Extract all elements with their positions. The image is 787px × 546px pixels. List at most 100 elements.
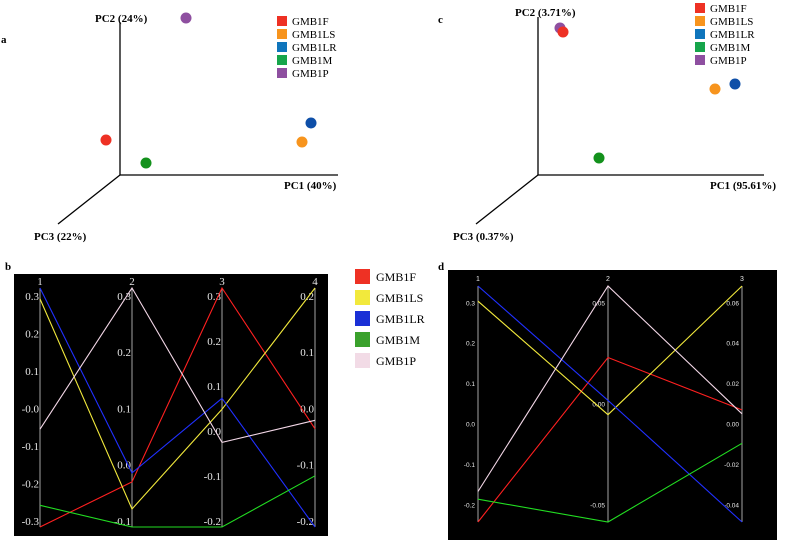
axis-tick-label-d-3: 0.00: [726, 421, 739, 428]
axis-tick-label-b-3: -0.2: [204, 516, 221, 528]
axis-label-pc2-c: PC2 (3.71%): [515, 7, 576, 19]
axis-tick-label-b-3: 0.2: [207, 336, 221, 348]
axis-tick-label-b-1: -0.3: [22, 516, 40, 528]
axis-tick-label-b-2: 0.2: [117, 347, 131, 359]
axis-tick-label-d-3: -0.04: [724, 502, 739, 509]
legend-label-gmb1ls-c: GMB1LS: [710, 16, 753, 28]
point-gmb1lr-c: [729, 78, 741, 90]
panel-d: d 1 0.3 0.2 0.1 0.0 -0.1 -0.2 2 0.05 0.00 -0.05 3 0.…: [438, 261, 777, 540]
panel-c: c PC2 (3.71%) PC1 (95.61%) PC3 (0.37%) G…: [438, 3, 776, 243]
legend-swatch-gmb1m-c: [695, 42, 705, 52]
point-gmb1ls-c: [709, 83, 721, 95]
series-line-gmb1f-b: [39, 286, 316, 528]
parallel-plot-b: 1 0.3 0.2 0.1 -0.0 -0.1 -0.2 -0.3 2 0.3 0.2 0.1 0.0 -…: [22, 276, 319, 528]
axis-tick-label-d-3: 0.04: [726, 341, 739, 348]
legend-b: GMB1F GMB1LS GMB1LR GMB1M GMB1P: [355, 269, 425, 368]
panel-a: a PC2 (24%) PC1 (40%) PC3 (22%) GMB1F GM…: [1, 12, 338, 243]
legend-swatch-gmb1lr-a: [277, 42, 287, 52]
series-line-gmb1m-b: [39, 475, 316, 528]
series-line-gmb1lr-b: [39, 287, 316, 528]
axis-tick-label-b-1: 0.3: [25, 291, 39, 303]
parallel-plot-d: 1 0.3 0.2 0.1 0.0 -0.1 -0.2 2 0.05 0.00 -0.05 3 0.06…: [464, 276, 744, 523]
legend-label-gmb1ls-b: GMB1LS: [376, 291, 423, 305]
axis-category-label-d-1: 1: [476, 276, 480, 283]
legend-label-gmb1m-c: GMB1M: [710, 42, 751, 54]
legend-swatch-gmb1m-b: [355, 332, 370, 347]
axis-tick-label-d-2: 0.05: [592, 300, 605, 307]
axis-category-label-d-2: 2: [606, 276, 610, 283]
axis-tick-label-d-3: -0.02: [724, 462, 739, 469]
panel-label-c: c: [438, 14, 443, 26]
panel-label-a: a: [1, 34, 7, 46]
axis-pc3-a: [57, 174, 121, 225]
axis-tick-label-b-2: -0.1: [114, 516, 131, 528]
series-line-gmb1lr-d: [477, 285, 743, 523]
axis-pc3-c: [475, 174, 539, 225]
panel-label-b: b: [5, 261, 11, 273]
legend-swatch-gmb1ls-c: [695, 16, 705, 26]
axis-tick-label-b-1: -0.1: [22, 441, 39, 453]
point-gmb1f-a: [100, 134, 112, 146]
legend-label-gmb1p-c: GMB1P: [710, 55, 747, 67]
legend-swatch-gmb1f-a: [277, 16, 287, 26]
series-line-gmb1f-d: [477, 356, 743, 523]
legend-label-gmb1f-c: GMB1F: [710, 3, 747, 15]
series-line-gmb1ls-b: [39, 287, 316, 511]
legend-label-gmb1p-b: GMB1P: [376, 354, 416, 368]
axis-tick-label-b-1: -0.2: [22, 478, 39, 490]
point-gmb1p-a: [180, 12, 192, 24]
axis-label-pc2-a: PC2 (24%): [95, 13, 148, 25]
axis-tick-label-d-1: 0.3: [466, 300, 475, 307]
axis-tick-label-b-2: 0.1: [117, 403, 131, 415]
legend-swatch-gmb1p-c: [695, 55, 705, 65]
legend-label-gmb1m-b: GMB1M: [376, 333, 420, 347]
legend-label-gmb1lr-b: GMB1LR: [376, 312, 425, 326]
legend-swatch-gmb1ls-a: [277, 29, 287, 39]
axis-tick-label-b-3: 0.1: [207, 381, 221, 393]
legend-a: GMB1F GMB1LS GMB1LR GMB1M GMB1P: [277, 16, 337, 80]
panel-label-d: d: [438, 261, 444, 273]
axis-tick-label-d-1: 0.0: [466, 421, 475, 428]
point-gmb1m-a: [140, 157, 152, 169]
legend-swatch-gmb1m-a: [277, 55, 287, 65]
axis-tick-label-d-3: 0.06: [726, 300, 739, 307]
legend-label-gmb1ls-a: GMB1LS: [292, 29, 335, 41]
series-line-gmb1p-d: [477, 285, 743, 492]
point-gmb1f-c: [557, 26, 569, 38]
axis-tick-label-d-2: -0.05: [590, 502, 605, 509]
axis-tick-label-b-3: 0.0: [207, 426, 221, 438]
point-gmb1m-c: [593, 152, 605, 164]
point-gmb1lr-a: [305, 117, 317, 129]
axis-tick-label-b-1: 0.1: [25, 366, 39, 378]
axis-tick-label-d-2: 0.00: [592, 401, 605, 408]
axis-category-label-d-3: 3: [740, 276, 744, 283]
legend-swatch-gmb1f-c: [695, 3, 705, 13]
series-line-gmb1m-d: [477, 442, 743, 523]
axis-category-label-b-4: 4: [312, 276, 318, 288]
axis-tick-label-d-1: 0.1: [466, 381, 475, 388]
legend-label-gmb1p-a: GMB1P: [292, 68, 329, 80]
axis-tick-label-d-1: -0.2: [464, 502, 476, 509]
axis-category-label-b-2: 2: [129, 276, 135, 288]
legend-label-gmb1m-a: GMB1M: [292, 55, 333, 67]
axis-category-label-b-3: 3: [219, 276, 225, 288]
legend-label-gmb1f-b: GMB1F: [376, 270, 416, 284]
axis-tick-label-d-1: -0.1: [464, 462, 476, 469]
legend-swatch-gmb1p-b: [355, 353, 370, 368]
axis-label-pc3-c: PC3 (0.37%): [453, 231, 514, 243]
axis-category-label-b-1: 1: [37, 276, 43, 288]
legend-swatch-gmb1lr-c: [695, 29, 705, 39]
legend-label-gmb1lr-c: GMB1LR: [710, 29, 755, 41]
axis-tick-label-b-4: -0.1: [297, 460, 314, 472]
axis-label-pc1-c: PC1 (95.61%): [710, 180, 776, 192]
legend-label-gmb1lr-a: GMB1LR: [292, 42, 337, 54]
axis-tick-label-b-1: 0.2: [25, 328, 39, 340]
legend-swatch-gmb1p-a: [277, 68, 287, 78]
axis-label-pc1-a: PC1 (40%): [284, 180, 337, 192]
legend-c: GMB1F GMB1LS GMB1LR GMB1M GMB1P: [695, 3, 755, 67]
axis-tick-label-b-3: -0.1: [204, 471, 221, 483]
axis-tick-label-b-3: 0.3: [207, 291, 221, 303]
legend-swatch-gmb1lr-b: [355, 311, 370, 326]
